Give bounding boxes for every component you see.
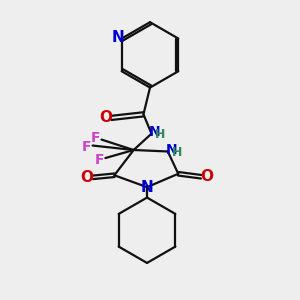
Text: O: O bbox=[99, 110, 112, 124]
Text: F: F bbox=[81, 140, 91, 154]
Text: H: H bbox=[155, 128, 166, 141]
Text: N: N bbox=[141, 180, 153, 195]
Text: O: O bbox=[80, 170, 94, 185]
Text: H: H bbox=[172, 146, 182, 159]
Text: O: O bbox=[201, 169, 214, 184]
Text: N: N bbox=[166, 143, 177, 157]
Text: F: F bbox=[95, 153, 104, 167]
Text: N: N bbox=[148, 125, 160, 139]
Text: N: N bbox=[112, 30, 124, 45]
Text: F: F bbox=[90, 131, 100, 145]
